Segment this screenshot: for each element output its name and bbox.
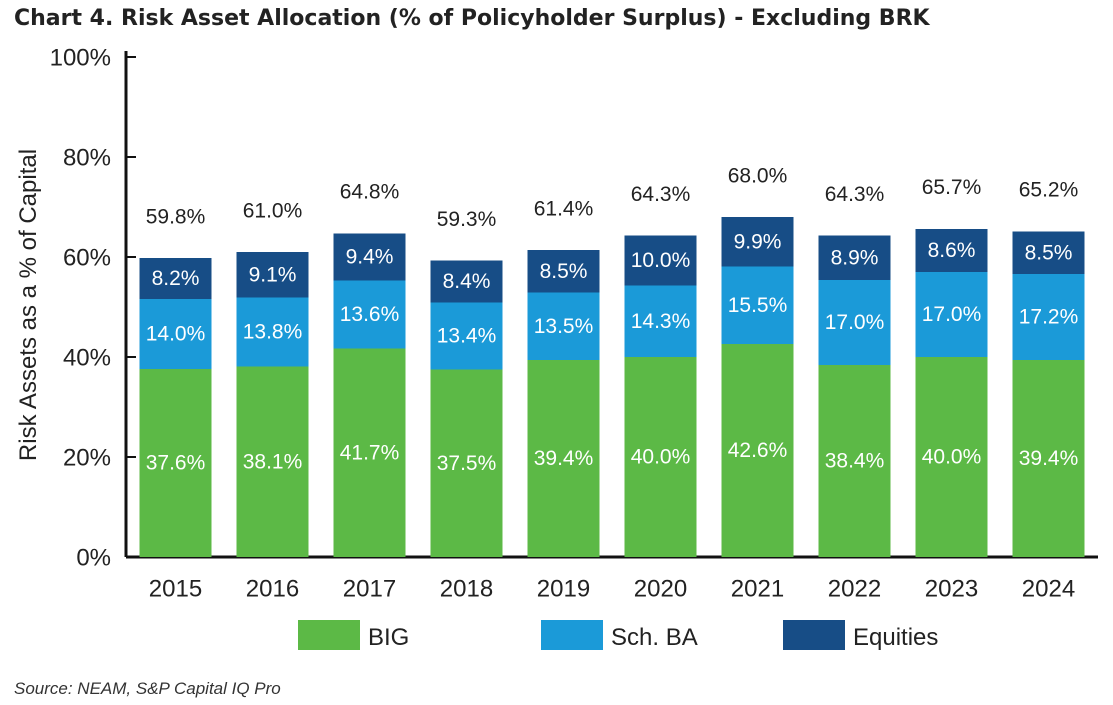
bar-segment-equities [236,252,309,298]
bar-segment-big [818,365,891,557]
bar-segment-big [527,360,600,557]
data-label: 17.0% [825,311,885,334]
data-label: 15.5% [728,294,788,317]
bar-segment-equities [430,260,503,303]
data-label: 37.6% [146,452,206,475]
bar-segment-sch-ba [430,302,503,370]
bar-segment-equities [915,229,988,272]
x-tick-label: 2020 [634,575,687,602]
bar-segment-equities [818,235,891,280]
data-label: 9.4% [346,246,394,269]
x-tick-label: 2016 [246,575,299,602]
data-label: 8.5% [540,260,588,283]
bar-segment-big [236,366,309,557]
total-label: 64.3% [825,183,885,206]
data-label: 38.4% [825,450,885,473]
legend-swatch-equities [783,620,845,650]
bar-segment-sch-ba [721,266,794,344]
data-label: 14.3% [631,310,691,333]
bar-segment-sch-ba [139,299,212,369]
bar-segment-sch-ba [1012,274,1085,360]
data-label: 42.6% [728,439,788,462]
bar-segment-big [333,348,406,557]
x-tick-label: 2021 [731,575,784,602]
data-label: 13.4% [437,325,497,348]
total-label: 61.0% [243,200,303,223]
data-label: 17.0% [922,303,982,326]
bar-segment-sch-ba [333,280,406,349]
data-label: 9.1% [249,263,297,286]
legend: BIG Sch. BA Equities [0,618,1113,652]
total-label: 64.8% [340,181,400,204]
legend-swatch-big [298,620,360,650]
total-label: 61.4% [534,198,594,221]
legend-swatch-sch-ba [541,620,603,650]
x-tick-label: 2017 [343,575,396,602]
bar-segment-big [915,357,988,557]
data-label: 8.2% [152,267,200,290]
y-tick-label: 60% [63,244,111,271]
x-tick-label: 2024 [1022,575,1075,602]
data-label: 8.9% [831,246,879,269]
x-tick-label: 2015 [149,575,202,602]
chart-title: Chart 4. Risk Asset Allocation (% of Pol… [14,6,930,31]
bar-segment-equities [1012,231,1085,274]
data-label: 37.5% [437,452,497,475]
data-label: 17.2% [1019,306,1079,329]
data-label: 9.9% [734,230,782,253]
total-label: 65.2% [1019,179,1079,202]
legend-label-sch-ba: Sch. BA [611,624,698,651]
data-label: 40.0% [922,446,982,469]
x-tick-label: 2023 [925,575,978,602]
data-label: 13.5% [534,315,594,338]
bar-segment-big [430,369,503,557]
bar-segment-equities [139,258,212,299]
data-label: 13.8% [243,321,303,344]
bar-segment-sch-ba [527,292,600,360]
total-label: 59.8% [146,206,206,229]
bar-segment-big [139,369,212,557]
x-tick-label: 2018 [440,575,493,602]
data-label: 13.6% [340,303,400,326]
y-tick-label: 100% [50,44,111,71]
data-label: 39.4% [534,447,594,470]
data-label: 40.0% [631,446,691,469]
source-note: Source: NEAM, S&P Capital IQ Pro [14,679,281,698]
x-tick-label: 2022 [828,575,881,602]
bar-segment-equities [333,233,406,281]
total-label: 59.3% [437,208,497,231]
bar-segment-big [721,344,794,557]
data-label: 41.7% [340,441,400,464]
data-label: 8.6% [928,239,976,262]
total-label: 65.7% [922,176,982,199]
bar-segment-equities [721,217,794,267]
legend-label-big: BIG [368,624,410,651]
bar-segment-equities [527,250,600,293]
y-tick-label: 0% [76,544,111,571]
data-label: 39.4% [1019,447,1079,470]
data-label: 38.1% [243,450,303,473]
legend-label-equities: Equities [853,624,939,651]
bar-segment-sch-ba [624,285,697,357]
total-label: 68.0% [728,165,788,188]
y-tick-label: 20% [63,444,111,471]
data-label: 14.0% [146,323,206,346]
data-label: 8.4% [443,270,491,293]
bar-segment-big [624,357,697,557]
bar-segment-equities [624,235,697,286]
bar-segment-big [1012,360,1085,557]
total-label: 64.3% [631,183,691,206]
data-label: 10.0% [631,249,691,272]
bar-segment-sch-ba [236,297,309,367]
bar-segment-sch-ba [915,272,988,357]
x-tick-label: 2019 [537,575,590,602]
bar-segment-sch-ba [818,280,891,365]
data-label: 8.5% [1025,241,1073,264]
y-tick-label: 40% [63,344,111,371]
y-tick-label: 80% [63,144,111,171]
